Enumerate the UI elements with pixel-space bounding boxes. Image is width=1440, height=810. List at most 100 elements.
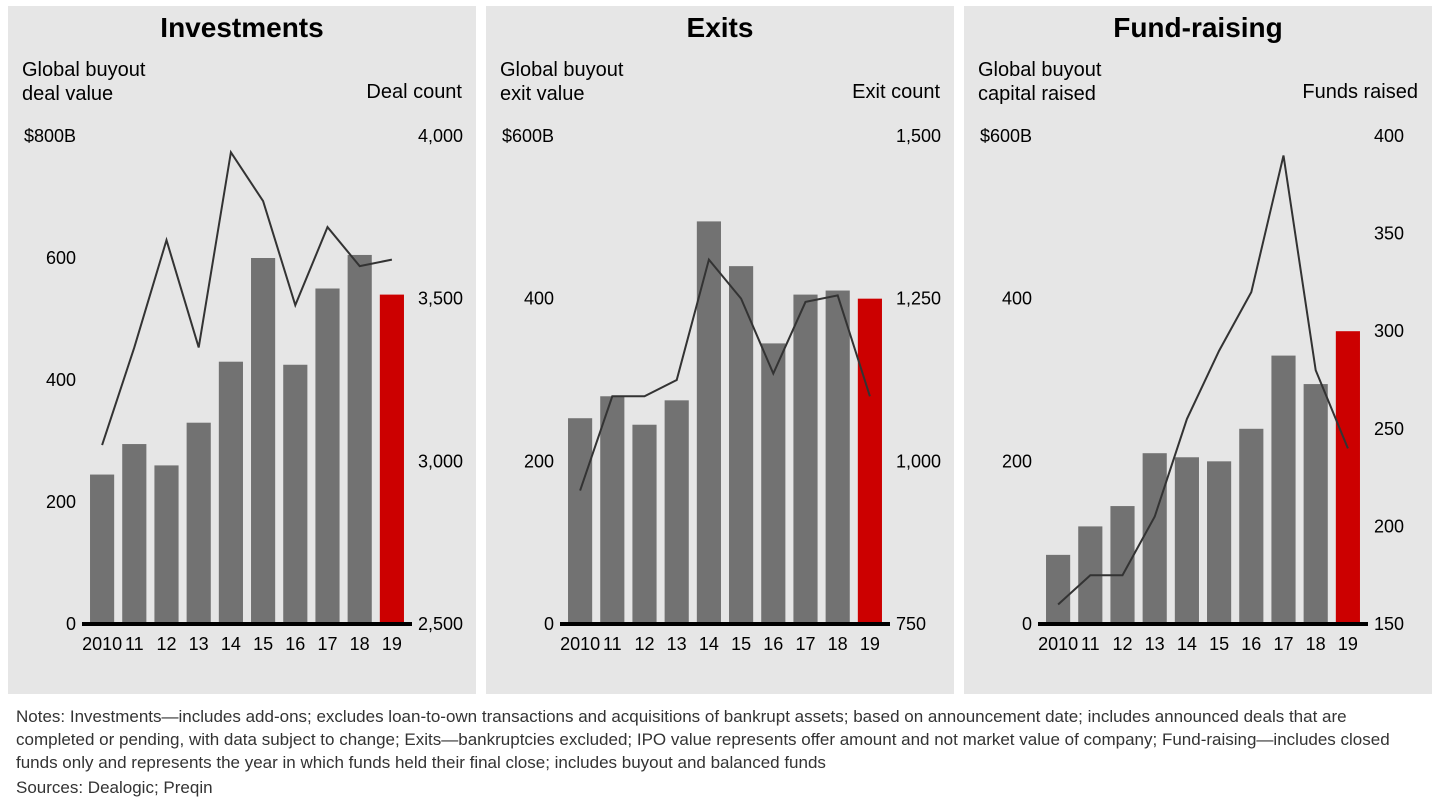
panel-title: Exits (486, 6, 954, 44)
bar (600, 396, 624, 624)
x-tick: 17 (317, 634, 337, 654)
x-tick: 12 (1112, 634, 1132, 654)
bar (1207, 461, 1231, 624)
x-tick: 18 (828, 634, 848, 654)
x-tick: 19 (382, 634, 402, 654)
x-tick: 13 (1145, 634, 1165, 654)
bar (187, 423, 211, 624)
y-right-tick: 250 (1374, 419, 1404, 439)
x-tick: 13 (667, 634, 687, 654)
y-right-tick: 3,500 (418, 289, 463, 309)
x-tick: 12 (156, 634, 176, 654)
bar (315, 289, 339, 625)
left-axis-label: Global buyoutdeal value (22, 58, 145, 106)
x-tick: 13 (189, 634, 209, 654)
panel-exits: Exits Global buyoutexit value Exit count 0 2… (486, 6, 954, 694)
y-right-tick: 1,000 (896, 451, 941, 471)
bar (858, 299, 882, 624)
x-tick: 2010 (1038, 634, 1078, 654)
y-left-tick: 200 (1002, 451, 1032, 471)
bar (219, 362, 243, 624)
bar (697, 221, 721, 624)
panel-title: Investments (8, 6, 476, 44)
left-axis-label: Global buyoutcapital raised (978, 58, 1101, 106)
chart-svg: 0 200 400 $600B 150 200 250 300 350 400 201011 12 13… (964, 116, 1436, 676)
y-right-tick: 4,000 (418, 126, 463, 146)
x-tick: 19 (860, 634, 880, 654)
bar (1110, 506, 1134, 624)
x-tick: 19 (1338, 634, 1358, 654)
right-axis-label: Funds raised (1302, 80, 1418, 104)
chart-svg: 0200400600$800B2,5003,0003,5004,00020101… (8, 116, 480, 676)
y-right-tick: 300 (1374, 321, 1404, 341)
x-tick: 16 (763, 634, 783, 654)
y-right-tick: 1,250 (896, 289, 941, 309)
right-axis-label: Deal count (366, 80, 462, 104)
x-tick: 16 (1241, 634, 1261, 654)
bar (122, 444, 146, 624)
y-left-tick: 600 (46, 248, 76, 268)
bar (251, 258, 275, 624)
y-right-tick: 2,500 (418, 614, 463, 634)
x-tick: 14 (221, 634, 241, 654)
x-tick: 17 (1273, 634, 1293, 654)
y-left-tick: 0 (66, 614, 76, 634)
x-tick: 15 (1209, 634, 1229, 654)
y-right-tick: 3,000 (418, 451, 463, 471)
x-tick: 12 (634, 634, 654, 654)
bar (1143, 453, 1167, 624)
bar (793, 295, 817, 624)
right-axis-label: Exit count (852, 80, 940, 104)
bar (632, 425, 656, 624)
y-left-tick: 200 (524, 451, 554, 471)
y-left-tick: 200 (46, 492, 76, 512)
y-right-tick: 150 (1374, 614, 1404, 634)
x-tick: 18 (350, 634, 370, 654)
bar (826, 291, 850, 624)
y-left-tick: 400 (46, 370, 76, 390)
y-left-tick: $600B (502, 126, 554, 146)
bar (283, 365, 307, 624)
panel-title: Fund-raising (964, 6, 1432, 44)
y-left-tick: 400 (524, 289, 554, 309)
x-tick: 14 (1177, 634, 1197, 654)
y-right-tick: 1,500 (896, 126, 941, 146)
x-tick: 11 (1081, 634, 1100, 654)
x-tick: 16 (285, 634, 305, 654)
footer-notes: Notes: Investments—includes add-ons; exc… (16, 706, 1424, 775)
bar (1239, 429, 1263, 624)
panel-fundraising: Fund-raising Global buyoutcapital raised F… (964, 6, 1432, 694)
bar (665, 400, 689, 624)
y-right-tick: 400 (1374, 126, 1404, 146)
chart-svg: 0200400$600B7501,0001,2501,5002010111213… (486, 116, 958, 676)
x-tick: 15 (731, 634, 751, 654)
bar (348, 255, 372, 624)
bar (761, 343, 785, 624)
bar (1304, 384, 1328, 624)
bar (1046, 555, 1070, 624)
footer-sources: Sources: Dealogic; Preqin (16, 777, 1424, 800)
bar (90, 475, 114, 624)
y-left-tick: $800B (24, 126, 76, 146)
x-tick: 11 (125, 634, 144, 654)
y-left-tick: 400 (1002, 289, 1032, 309)
x-tick: 17 (795, 634, 815, 654)
x-tick: 18 (1306, 634, 1326, 654)
y-left-tick: $600B (980, 126, 1032, 146)
y-left-tick: 0 (544, 614, 554, 634)
bar (1175, 457, 1199, 624)
x-tick: 15 (253, 634, 273, 654)
left-axis-label: Global buyoutexit value (500, 58, 623, 106)
y-left-tick: 0 (1022, 614, 1032, 634)
x-tick: 14 (699, 634, 719, 654)
bar (380, 295, 404, 624)
y-right-tick: 350 (1374, 224, 1404, 244)
bar (1336, 331, 1360, 624)
x-tick: 2010 (82, 634, 122, 654)
x-tick: 11 (603, 634, 622, 654)
bar (154, 465, 178, 624)
y-right-tick: 200 (1374, 516, 1404, 536)
panel-investments: Investments Global buyoutdeal value Deal c… (8, 6, 476, 694)
bar (1271, 356, 1295, 624)
y-right-tick: 750 (896, 614, 926, 634)
